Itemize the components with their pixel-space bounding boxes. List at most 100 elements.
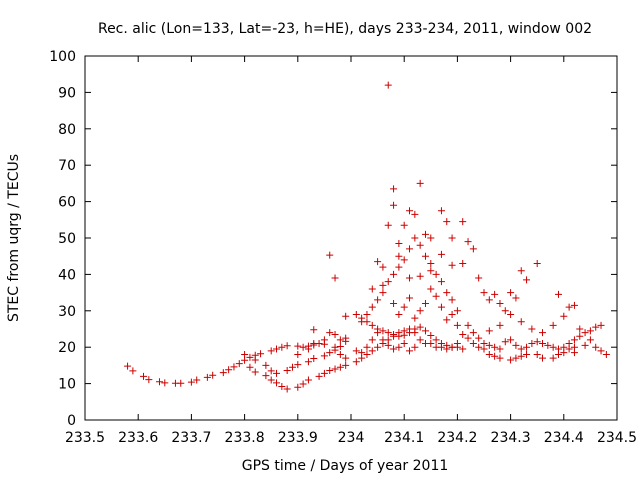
data-point bbox=[475, 334, 483, 342]
data-point bbox=[496, 354, 504, 362]
x-tick-label: 233.8 bbox=[225, 430, 265, 446]
data-point bbox=[395, 329, 403, 337]
data-point bbox=[523, 276, 531, 284]
data-point bbox=[358, 349, 366, 357]
data-point bbox=[491, 290, 499, 298]
data-point bbox=[464, 238, 472, 246]
y-tick-label: 20 bbox=[58, 340, 76, 356]
x-tick-labels: 233.5 233.6 233.7 233.8 233.9 234 234.1 234.2 23… bbox=[65, 430, 637, 446]
data-point bbox=[267, 376, 275, 384]
data-point bbox=[294, 383, 302, 391]
data-point bbox=[512, 294, 520, 302]
data-point bbox=[528, 340, 536, 348]
data-point bbox=[400, 256, 408, 264]
data-point bbox=[283, 366, 291, 374]
x-tick-label: 233.9 bbox=[278, 430, 318, 446]
data-point bbox=[400, 221, 408, 229]
data-point bbox=[544, 341, 552, 349]
data-point bbox=[363, 343, 371, 351]
data-point bbox=[304, 376, 312, 384]
data-point bbox=[507, 356, 515, 364]
data-point bbox=[581, 341, 589, 349]
data-point bbox=[326, 366, 334, 374]
data-point bbox=[549, 343, 557, 351]
data-point bbox=[379, 289, 387, 297]
data-point bbox=[560, 343, 568, 351]
data-point bbox=[400, 327, 408, 335]
data-point bbox=[241, 350, 249, 358]
data-point bbox=[225, 366, 233, 374]
data-point bbox=[283, 342, 291, 350]
data-point bbox=[331, 274, 339, 282]
data-point bbox=[528, 325, 536, 333]
y-tick-label: 30 bbox=[58, 304, 76, 320]
data-point bbox=[517, 318, 525, 326]
data-point bbox=[310, 354, 318, 362]
data-point bbox=[368, 321, 376, 329]
x-tick-label: 234.2 bbox=[437, 430, 477, 446]
plot-frame bbox=[84, 55, 618, 421]
data-point bbox=[384, 341, 392, 349]
data-point bbox=[304, 345, 312, 353]
data-point bbox=[384, 81, 392, 89]
data-point bbox=[459, 218, 467, 226]
data-point bbox=[336, 336, 344, 344]
data-point bbox=[379, 263, 387, 271]
data-point bbox=[288, 363, 296, 371]
data-point bbox=[352, 358, 360, 366]
data-point bbox=[315, 372, 323, 380]
data-point bbox=[336, 350, 344, 358]
axis-ticks bbox=[84, 55, 618, 421]
data-point bbox=[432, 336, 440, 344]
x-tick-label: 234.1 bbox=[384, 430, 424, 446]
data-point bbox=[310, 326, 318, 334]
data-point bbox=[464, 321, 472, 329]
y-tick-label: 90 bbox=[58, 85, 76, 101]
data-point bbox=[262, 372, 270, 380]
data-point bbox=[427, 285, 435, 293]
data-point bbox=[443, 316, 451, 324]
data-point bbox=[203, 373, 211, 381]
data-point bbox=[384, 221, 392, 229]
data-point bbox=[278, 383, 286, 391]
data-point bbox=[400, 340, 408, 348]
data-point bbox=[177, 379, 185, 387]
x-tick-label: 234.4 bbox=[544, 430, 584, 446]
data-point bbox=[283, 385, 291, 393]
data-point bbox=[161, 379, 169, 387]
data-point bbox=[209, 371, 217, 379]
x-tick-label: 234.3 bbox=[491, 430, 531, 446]
data-point bbox=[592, 323, 600, 331]
data-point bbox=[342, 312, 350, 320]
data-point bbox=[475, 274, 483, 282]
data-point bbox=[517, 345, 525, 353]
data-point bbox=[310, 340, 318, 348]
data-point bbox=[352, 347, 360, 355]
data-point bbox=[565, 303, 573, 311]
data-point bbox=[448, 343, 456, 351]
y-tick-label: 40 bbox=[58, 267, 76, 283]
data-point bbox=[421, 327, 429, 335]
data-point bbox=[124, 362, 132, 370]
data-point bbox=[421, 300, 429, 308]
x-tick-label: 234 bbox=[338, 430, 365, 446]
data-point bbox=[331, 365, 339, 373]
data-point bbox=[379, 336, 387, 344]
data-point bbox=[443, 289, 451, 297]
data-point bbox=[437, 278, 445, 286]
y-tick-label: 70 bbox=[58, 158, 76, 174]
data-point bbox=[342, 354, 350, 362]
data-point bbox=[331, 330, 339, 338]
y-tick-label: 10 bbox=[58, 377, 76, 393]
data-point bbox=[262, 361, 270, 369]
x-axis-label: GPS time / Days of year 2011 bbox=[242, 458, 449, 474]
data-point bbox=[411, 329, 419, 337]
data-points bbox=[124, 81, 610, 393]
data-point bbox=[251, 368, 259, 376]
data-point bbox=[326, 251, 334, 259]
data-point bbox=[411, 234, 419, 242]
data-point bbox=[278, 343, 286, 351]
data-point bbox=[129, 367, 137, 375]
data-point bbox=[416, 179, 424, 187]
